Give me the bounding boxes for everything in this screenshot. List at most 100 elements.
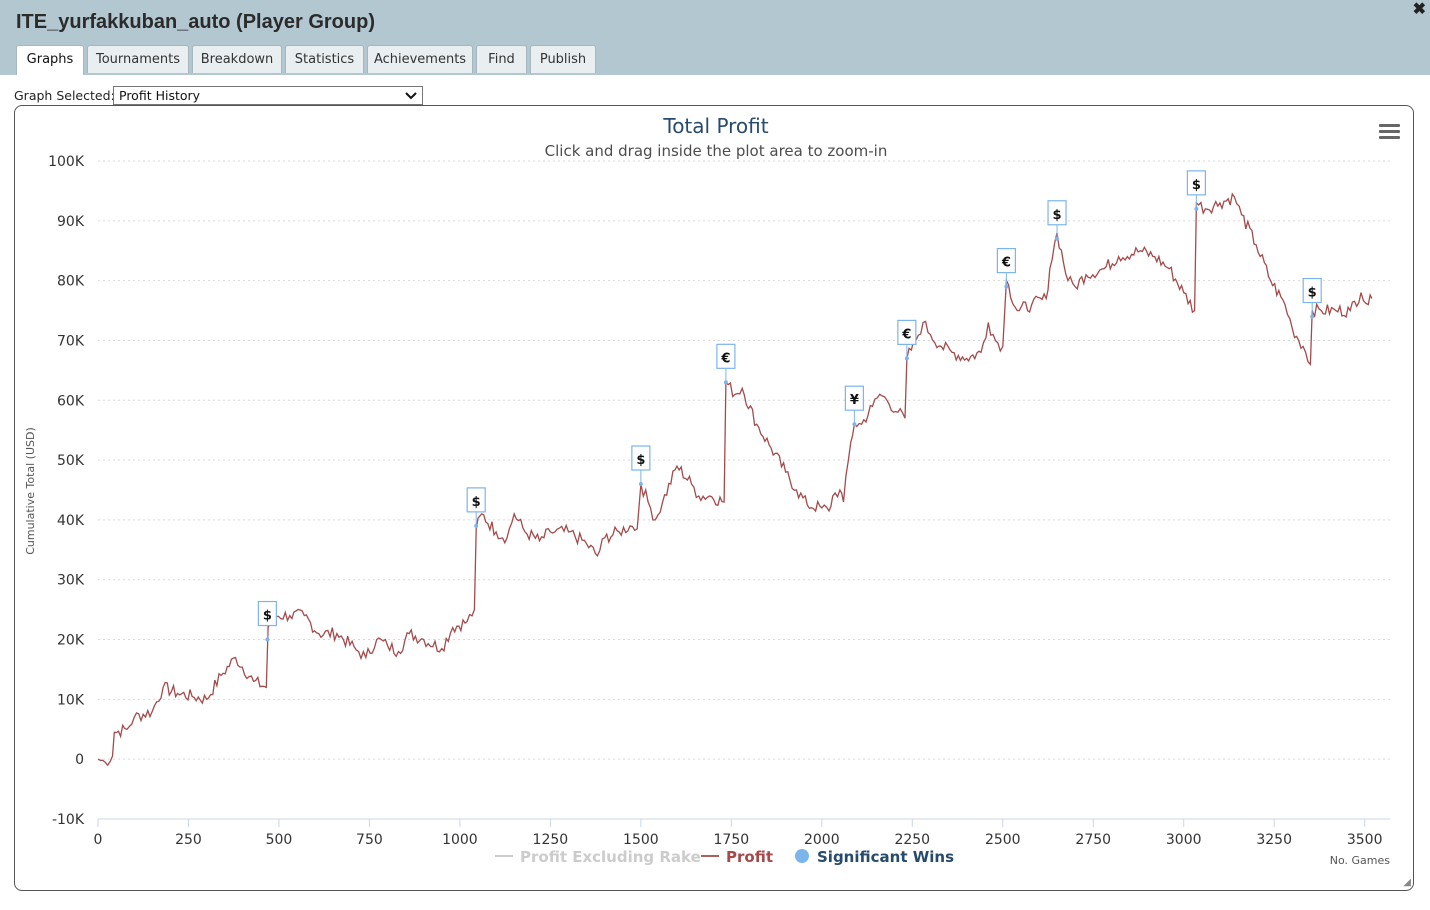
significant-win-point [1310, 314, 1315, 319]
flag-box [631, 445, 651, 471]
resize-grip-icon[interactable]: ◢ [1403, 877, 1411, 888]
x-tick-label: 2750 [1075, 832, 1111, 848]
tab-breakdown[interactable]: Breakdown [192, 45, 282, 73]
graph-select-value: Profit History [119, 88, 201, 103]
chart-title: Total Profit [662, 114, 768, 138]
window-titlebar: ITE_yurfakkuban_auto (Player Group) ✖ Gr… [0, 0, 1430, 75]
x-axis-title: No. Games [1330, 854, 1391, 867]
y-tick-label: 70K [57, 333, 85, 349]
x-tick-label: 2000 [804, 832, 840, 848]
significant-wins-flags: $ $ $ € ¥ € € $ $ $ [257, 170, 1322, 642]
y-tick-label: 60K [57, 393, 85, 409]
significant-win-point [638, 482, 643, 487]
chevron-down-icon [405, 87, 417, 109]
tab-find[interactable]: Find [476, 45, 527, 73]
tab-achievements[interactable]: Achievements [367, 45, 473, 73]
flag-box [466, 487, 486, 513]
x-tick-label: 750 [356, 832, 383, 848]
flag-symbol: € [901, 327, 911, 342]
significant-win-flag: $ [257, 600, 277, 642]
y-tick-label: 30K [57, 573, 85, 589]
legend-item: Profit [701, 848, 773, 866]
flag-box [897, 319, 917, 345]
flag-symbol: $ [636, 453, 645, 468]
x-tick-label: 2500 [985, 832, 1021, 848]
y-tick-label: 0 [75, 752, 84, 768]
y-tick-label: 10K [57, 692, 85, 708]
y-tick-label: 90K [57, 214, 85, 230]
flag-box [1047, 200, 1067, 226]
x-tick-label: 3250 [1256, 832, 1292, 848]
x-tick-label: 3000 [1166, 832, 1202, 848]
legend: Profit Excluding Rake Profit Significant W… [495, 848, 954, 866]
graph-select-dropdown[interactable]: Profit History [113, 86, 423, 105]
chart-subtitle: Click and drag inside the plot area to z… [545, 142, 888, 160]
flag-symbol: $ [1192, 178, 1201, 193]
significant-win-flag: € [897, 319, 917, 361]
x-tick-label: 0 [94, 832, 103, 848]
significant-win-flag: ¥ [844, 385, 864, 427]
significant-win-point [852, 422, 857, 427]
chart-container: Total Profit Click and drag inside the p… [14, 105, 1414, 891]
x-tick-label: 1000 [442, 832, 478, 848]
flag-box [996, 248, 1016, 274]
significant-win-flag: $ [1186, 170, 1206, 211]
tab-statistics[interactable]: Statistics [285, 45, 364, 73]
significant-win-point [1055, 236, 1060, 241]
significant-win-flag: $ [631, 445, 651, 487]
significant-win-point [265, 637, 270, 642]
flag-box [1186, 170, 1206, 196]
significant-win-point [474, 523, 479, 528]
legend-item: Significant Wins [795, 848, 954, 866]
y-tick-label: -10K [52, 812, 85, 828]
significant-win-flag: $ [466, 487, 486, 528]
x-tick-label: 1250 [533, 832, 569, 848]
graph-selected-label: Graph Selected: [14, 88, 115, 103]
significant-win-flag: € [996, 248, 1016, 289]
profit-series-line [97, 192, 1373, 767]
legend-item: Profit Excluding Rake [495, 848, 701, 866]
grid [98, 160, 1390, 820]
significant-win-flag: $ [1302, 277, 1322, 319]
tab-publish[interactable]: Publish [530, 45, 596, 73]
x-tick-label: 500 [266, 832, 293, 848]
y-tick-label: 40K [57, 513, 85, 529]
y-tick-label: 50K [57, 453, 85, 469]
y-tick-label: 80K [57, 274, 85, 290]
flag-box [1302, 277, 1322, 304]
x-ticks: 0 250 500 750 1000 1250 1500 1750 2000 2250 2500 27… [94, 819, 1383, 848]
x-tick-label: 3500 [1347, 832, 1383, 848]
legend-label: Profit [726, 848, 773, 866]
flag-symbol: $ [1053, 208, 1062, 223]
y-ticks: -10K 0 10K 20K 30K 40K 50K 60K 70K 80K 90K 100K [48, 154, 85, 828]
flag-symbol: $ [472, 495, 481, 510]
flag-box [257, 600, 277, 627]
profit-chart[interactable]: Total Profit Click and drag inside the p… [15, 106, 1413, 890]
flag-symbol: ¥ [850, 393, 859, 408]
window-title: ITE_yurfakkuban_auto (Player Group) [16, 11, 375, 33]
y-tick-label: 100K [48, 154, 85, 170]
x-tick-label: 2250 [894, 832, 930, 848]
significant-win-point [723, 380, 728, 385]
significant-win-point [904, 356, 909, 361]
flag-box [716, 343, 736, 369]
tab-tournaments[interactable]: Tournaments [87, 45, 189, 73]
y-axis-title: Cumulative Total (USD) [24, 427, 37, 555]
flag-symbol: € [1001, 256, 1011, 271]
hamburger-menu-icon[interactable] [1379, 124, 1400, 139]
flag-box [844, 385, 864, 411]
flag-symbol: $ [1308, 286, 1317, 301]
legend-dot-symbol [795, 849, 809, 863]
x-tick-label: 1500 [623, 832, 659, 848]
significant-win-flag: $ [1047, 200, 1067, 241]
legend-label: Significant Wins [817, 848, 954, 866]
tab-graphs[interactable]: Graphs [16, 45, 84, 75]
significant-win-flag: € [716, 343, 736, 385]
close-icon[interactable]: ✖ [1412, 1, 1426, 18]
x-tick-label: 1750 [714, 832, 750, 848]
y-tick-label: 20K [57, 633, 85, 649]
series-layer [97, 192, 1373, 767]
significant-win-point [1004, 284, 1009, 289]
flag-symbol: € [720, 351, 730, 366]
flag-symbol: $ [263, 609, 272, 624]
